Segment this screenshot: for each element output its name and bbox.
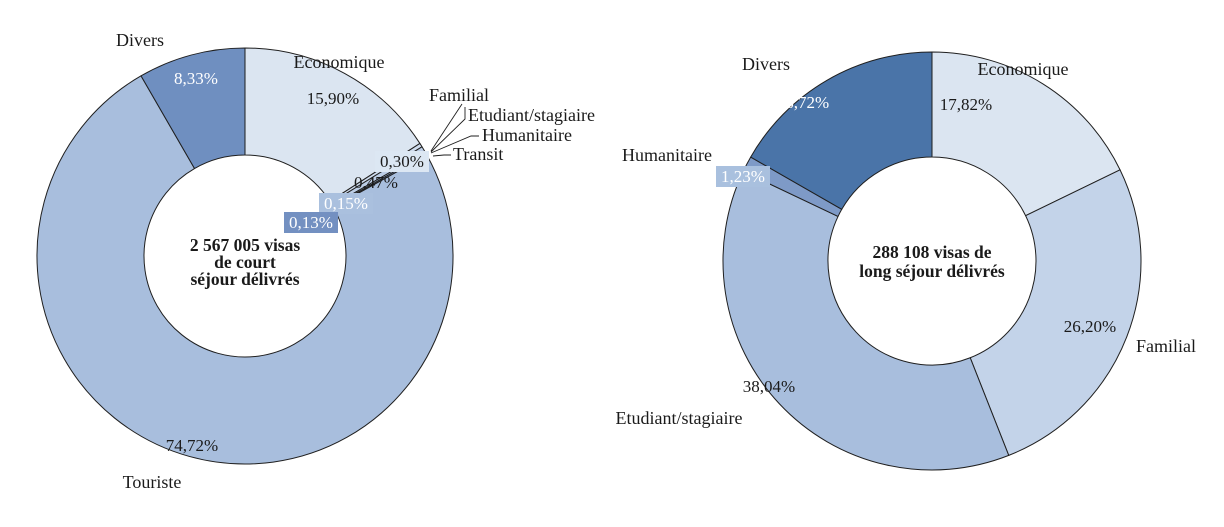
value-label-humanitaire: 1,23%	[721, 167, 765, 186]
category-label-divers: Divers	[116, 30, 164, 50]
category-label-economique: Economique	[978, 59, 1069, 79]
center-total-label-visas-long-sejour-line-2: long séjour délivrés	[859, 261, 1005, 281]
category-label-familial: Familial	[1136, 336, 1196, 356]
value-label-economique: 17,82%	[940, 95, 992, 114]
category-label-familial: Familial	[429, 85, 489, 105]
value-label-familial: 26,20%	[1064, 317, 1116, 336]
category-label-transit: Transit	[453, 144, 503, 164]
value-label-touriste: 74,72%	[166, 436, 218, 455]
slice-familial	[969, 169, 1142, 456]
category-label-touriste: Touriste	[123, 472, 182, 492]
slice-etudiant-stagiaire	[722, 170, 1010, 471]
value-label-box-humanitaire	[716, 166, 770, 187]
slice-economique	[931, 51, 1121, 217]
value-label-etudiant-stagiaire: 38,04%	[743, 377, 795, 396]
leader-line-1	[430, 103, 463, 152]
leader-line-2	[430, 107, 466, 153]
leader-line-3	[430, 135, 479, 154]
value-label-humanitaire: 0,15%	[324, 194, 368, 213]
category-label-humanitaire: Humanitaire	[482, 125, 572, 145]
value-label-familial: 0,30%	[380, 152, 424, 171]
category-label-economique: Economique	[294, 52, 385, 72]
category-label-divers: Divers	[742, 54, 790, 74]
donut-chart-visas-court-sejour: 15,90% 0,30% 0,47% 0,15%0,13% 74,72% 8,33% Eco…	[36, 30, 595, 492]
value-label-economique: 15,90%	[307, 89, 359, 108]
value-label-transit: 0,13%	[289, 213, 333, 232]
category-label-etudiant-stagiaire: Etudiant/stagiaire	[616, 408, 743, 428]
center-total-label-visas-court-sejour-line-3: séjour délivrés	[190, 269, 299, 289]
slice-divers	[140, 47, 246, 170]
value-label-box-humanitaire	[319, 193, 373, 214]
value-label-divers: 16,72%	[777, 93, 829, 112]
value-label-etudiant-stagiaire: 0,47%	[354, 173, 398, 192]
category-label-humanitaire: Humanitaire	[622, 145, 712, 165]
category-label-etudiant-stagiaire: Etudiant/stagiaire	[468, 105, 595, 125]
value-label-box-transit	[284, 212, 338, 233]
leader-line-4	[432, 154, 451, 157]
slice-divers	[750, 51, 933, 210]
slice-touriste	[36, 75, 454, 465]
value-label-box-familial	[375, 151, 429, 172]
center-total-label-visas-court-sejour-line-2: de court	[214, 252, 276, 272]
center-total-label-visas-long-sejour-line-1: 288 108 visas de	[872, 242, 991, 262]
value-label-divers: 8,33%	[174, 69, 218, 88]
donut-chart-visas-long-sejour: 17,82% 26,20% 38,04% 1,23% 16,72% Economique F…	[616, 51, 1196, 471]
center-total-label-visas-court-sejour-line-1: 2 567 005 visas	[190, 235, 301, 255]
